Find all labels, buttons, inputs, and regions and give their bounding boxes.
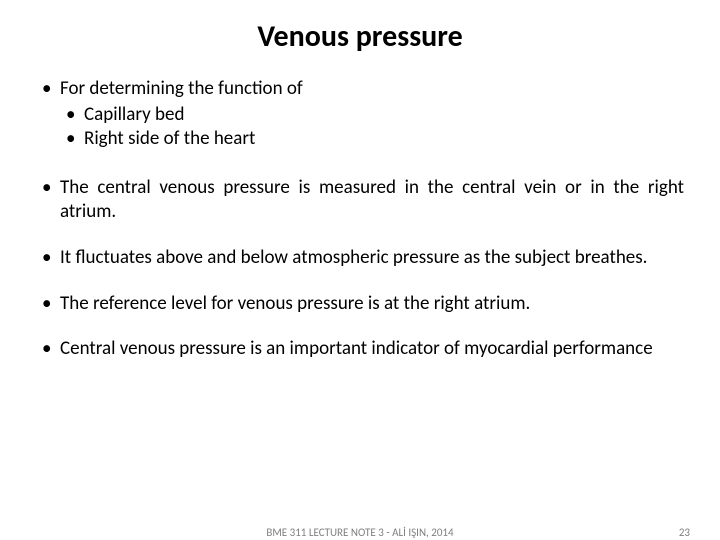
bullet-list: For determining the function of Capillar… [36,77,684,361]
bullet-text: It fluctuates above and below atmospheri… [60,246,647,269]
bullet-item: For determining the function of Capillar… [36,77,684,150]
bullet-item: It fluctuates above and below atmospheri… [36,246,684,270]
slide-title: Venous pressure [36,18,684,55]
sub-bullet-item: Capillary bed [60,103,684,127]
bullet-text: For determining the function of [60,77,303,100]
page-number: 23 [679,526,690,539]
sub-bullet-text: Capillary bed [84,103,184,126]
bullet-text: The reference level for venous pressure … [60,292,530,315]
slide: Venous pressure For determining the func… [0,0,720,540]
sub-bullet-item: Right side of the heart [60,127,684,151]
sub-bullet-text: Right side of the heart [84,127,255,150]
bullet-item: The reference level for venous pressure … [36,292,684,316]
bullet-item: The central venous pressure is measured … [36,176,684,224]
bullet-item: Central venous pressure is an important … [36,337,684,361]
bullet-text: The central venous pressure is measured … [60,176,684,223]
footer-note: BME 311 LECTURE NOTE 3 - ALİ IŞIN, 2014 [0,526,720,539]
sub-list: Capillary bed Right side of the heart [60,103,684,151]
bullet-text: Central venous pressure is an important … [60,337,653,360]
